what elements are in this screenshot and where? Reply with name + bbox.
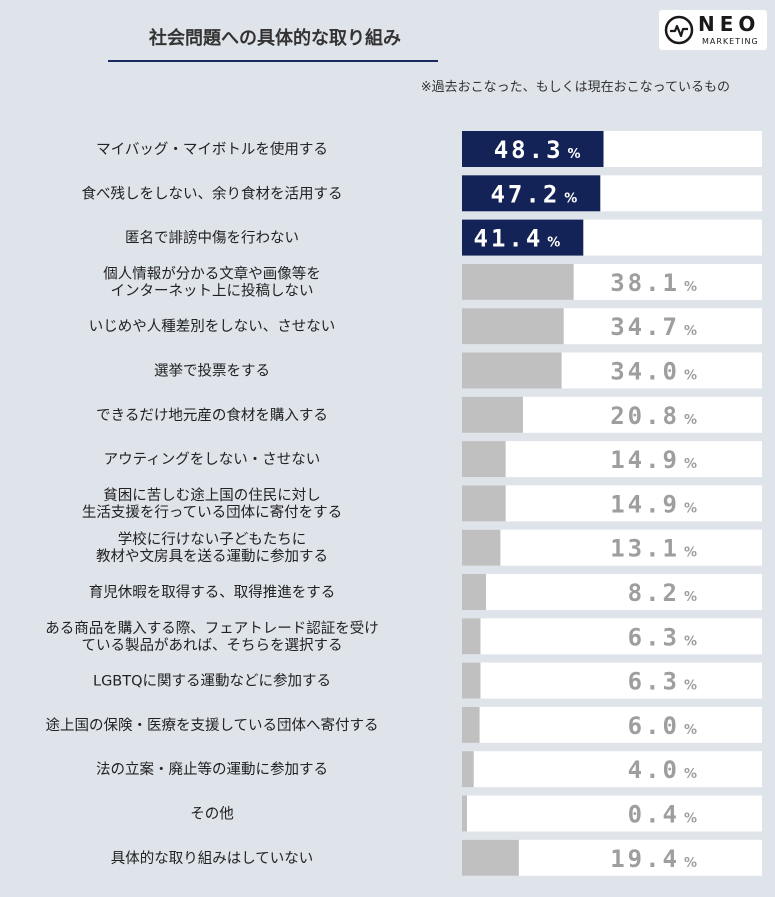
bar bbox=[462, 308, 564, 345]
value-unit: % bbox=[684, 546, 697, 561]
category-label: 学校に行けない子どもたちに教材や文房具を送る運動に参加する bbox=[96, 531, 328, 565]
logo-subtitle: MARKETING bbox=[702, 37, 759, 46]
title-underline bbox=[108, 60, 438, 62]
category-label: 貧困に苦しむ途上国の住民に対し生活支援を行っている団体に寄付をする bbox=[82, 487, 342, 521]
bar bbox=[462, 706, 480, 743]
bar bbox=[462, 219, 584, 256]
value-label: 47.2 bbox=[490, 180, 560, 208]
bar bbox=[462, 751, 474, 788]
category-label: 匿名で誹謗中傷を行わない bbox=[125, 230, 299, 247]
bar bbox=[462, 485, 506, 522]
category-label: 途上国の保険・医療を支援している団体へ寄付する bbox=[45, 716, 378, 734]
value-unit: % bbox=[684, 457, 697, 472]
pulse-circle-icon bbox=[664, 15, 694, 45]
value-label: 34.7 bbox=[610, 313, 680, 341]
category-label: 個人情報が分かる文章や画像等をインターネット上に投稿しない bbox=[103, 264, 321, 299]
value-unit: % bbox=[684, 501, 697, 516]
value-label: 6.3 bbox=[628, 623, 680, 651]
bar-track bbox=[462, 795, 762, 832]
value-unit: % bbox=[684, 590, 697, 605]
category-label: いじめや人種差別をしない、させない bbox=[89, 318, 336, 335]
bar bbox=[462, 175, 601, 212]
value-unit: % bbox=[684, 324, 697, 339]
value-label: 41.4 bbox=[474, 225, 544, 253]
value-label: 4.0 bbox=[628, 756, 680, 784]
value-label: 38.1 bbox=[610, 269, 680, 297]
value-label: 0.4 bbox=[628, 801, 680, 829]
bar bbox=[462, 396, 523, 433]
value-unit: % bbox=[547, 236, 560, 251]
value-label: 14.9 bbox=[610, 446, 680, 474]
value-label: 34.0 bbox=[610, 358, 680, 386]
bar bbox=[462, 131, 604, 167]
bar-track bbox=[462, 441, 762, 478]
category-label: LGBTQに関する運動などに参加する bbox=[93, 673, 331, 690]
bar-track bbox=[462, 618, 762, 655]
value-label: 13.1 bbox=[610, 535, 680, 563]
value-unit: % bbox=[564, 191, 577, 206]
bar-track bbox=[462, 751, 762, 788]
value-label: 6.3 bbox=[628, 668, 680, 696]
value-unit: % bbox=[684, 413, 697, 428]
bar-track bbox=[462, 529, 762, 566]
value-label: 19.4 bbox=[610, 845, 680, 873]
value-unit: % bbox=[684, 634, 697, 649]
value-unit: % bbox=[568, 147, 581, 162]
bar-track bbox=[462, 706, 762, 743]
value-unit: % bbox=[684, 812, 697, 827]
category-label: マイバッグ・マイボトルを使用する bbox=[96, 141, 328, 158]
brand-logo: NEO MARKETING bbox=[659, 10, 767, 50]
value-label: 8.2 bbox=[628, 579, 680, 607]
category-label: 育児休暇を取得する、取得推進をする bbox=[89, 584, 336, 601]
category-label: 法の立案・廃止等の運動に参加する bbox=[96, 760, 328, 778]
value-unit: % bbox=[684, 856, 697, 871]
category-label: 選挙で投票をする bbox=[154, 363, 270, 380]
value-unit: % bbox=[684, 679, 697, 694]
survey-note: ※過去おこなった、もしくは現在おこなっているもの bbox=[420, 80, 730, 95]
bar bbox=[462, 662, 481, 699]
logo-name: NEO bbox=[698, 12, 761, 36]
value-label: 6.0 bbox=[628, 712, 680, 740]
bar bbox=[462, 839, 519, 876]
category-label: その他 bbox=[190, 806, 234, 823]
value-label: 48.3 bbox=[494, 136, 564, 164]
value-unit: % bbox=[684, 767, 697, 782]
category-label: ある商品を購入する際、フェアトレード認証を受けている製品があれば、そちらを選択す… bbox=[45, 620, 379, 654]
category-label: 食べ残しをしない、余り食材を活用する bbox=[82, 184, 343, 202]
bar bbox=[462, 263, 574, 300]
bar bbox=[462, 529, 501, 566]
category-label: アウティングをしない・させない bbox=[104, 451, 321, 468]
value-unit: % bbox=[684, 369, 697, 384]
category-label: 具体的な取り組みはしていない bbox=[111, 850, 314, 867]
bar bbox=[462, 574, 487, 610]
value-unit: % bbox=[684, 723, 697, 738]
page-title: 社会問題への具体的な取り組み bbox=[149, 28, 401, 49]
value-label: 14.9 bbox=[610, 490, 680, 518]
bar-track bbox=[462, 662, 762, 699]
category-label: できるだけ地元産の食材を購入する bbox=[96, 407, 328, 424]
bar bbox=[462, 352, 562, 389]
value-label: 20.8 bbox=[610, 402, 680, 430]
bar-track bbox=[462, 574, 762, 610]
bar bbox=[462, 618, 481, 655]
bar bbox=[462, 795, 467, 832]
value-unit: % bbox=[684, 280, 697, 295]
bar bbox=[462, 441, 506, 478]
bar-track bbox=[462, 485, 762, 522]
